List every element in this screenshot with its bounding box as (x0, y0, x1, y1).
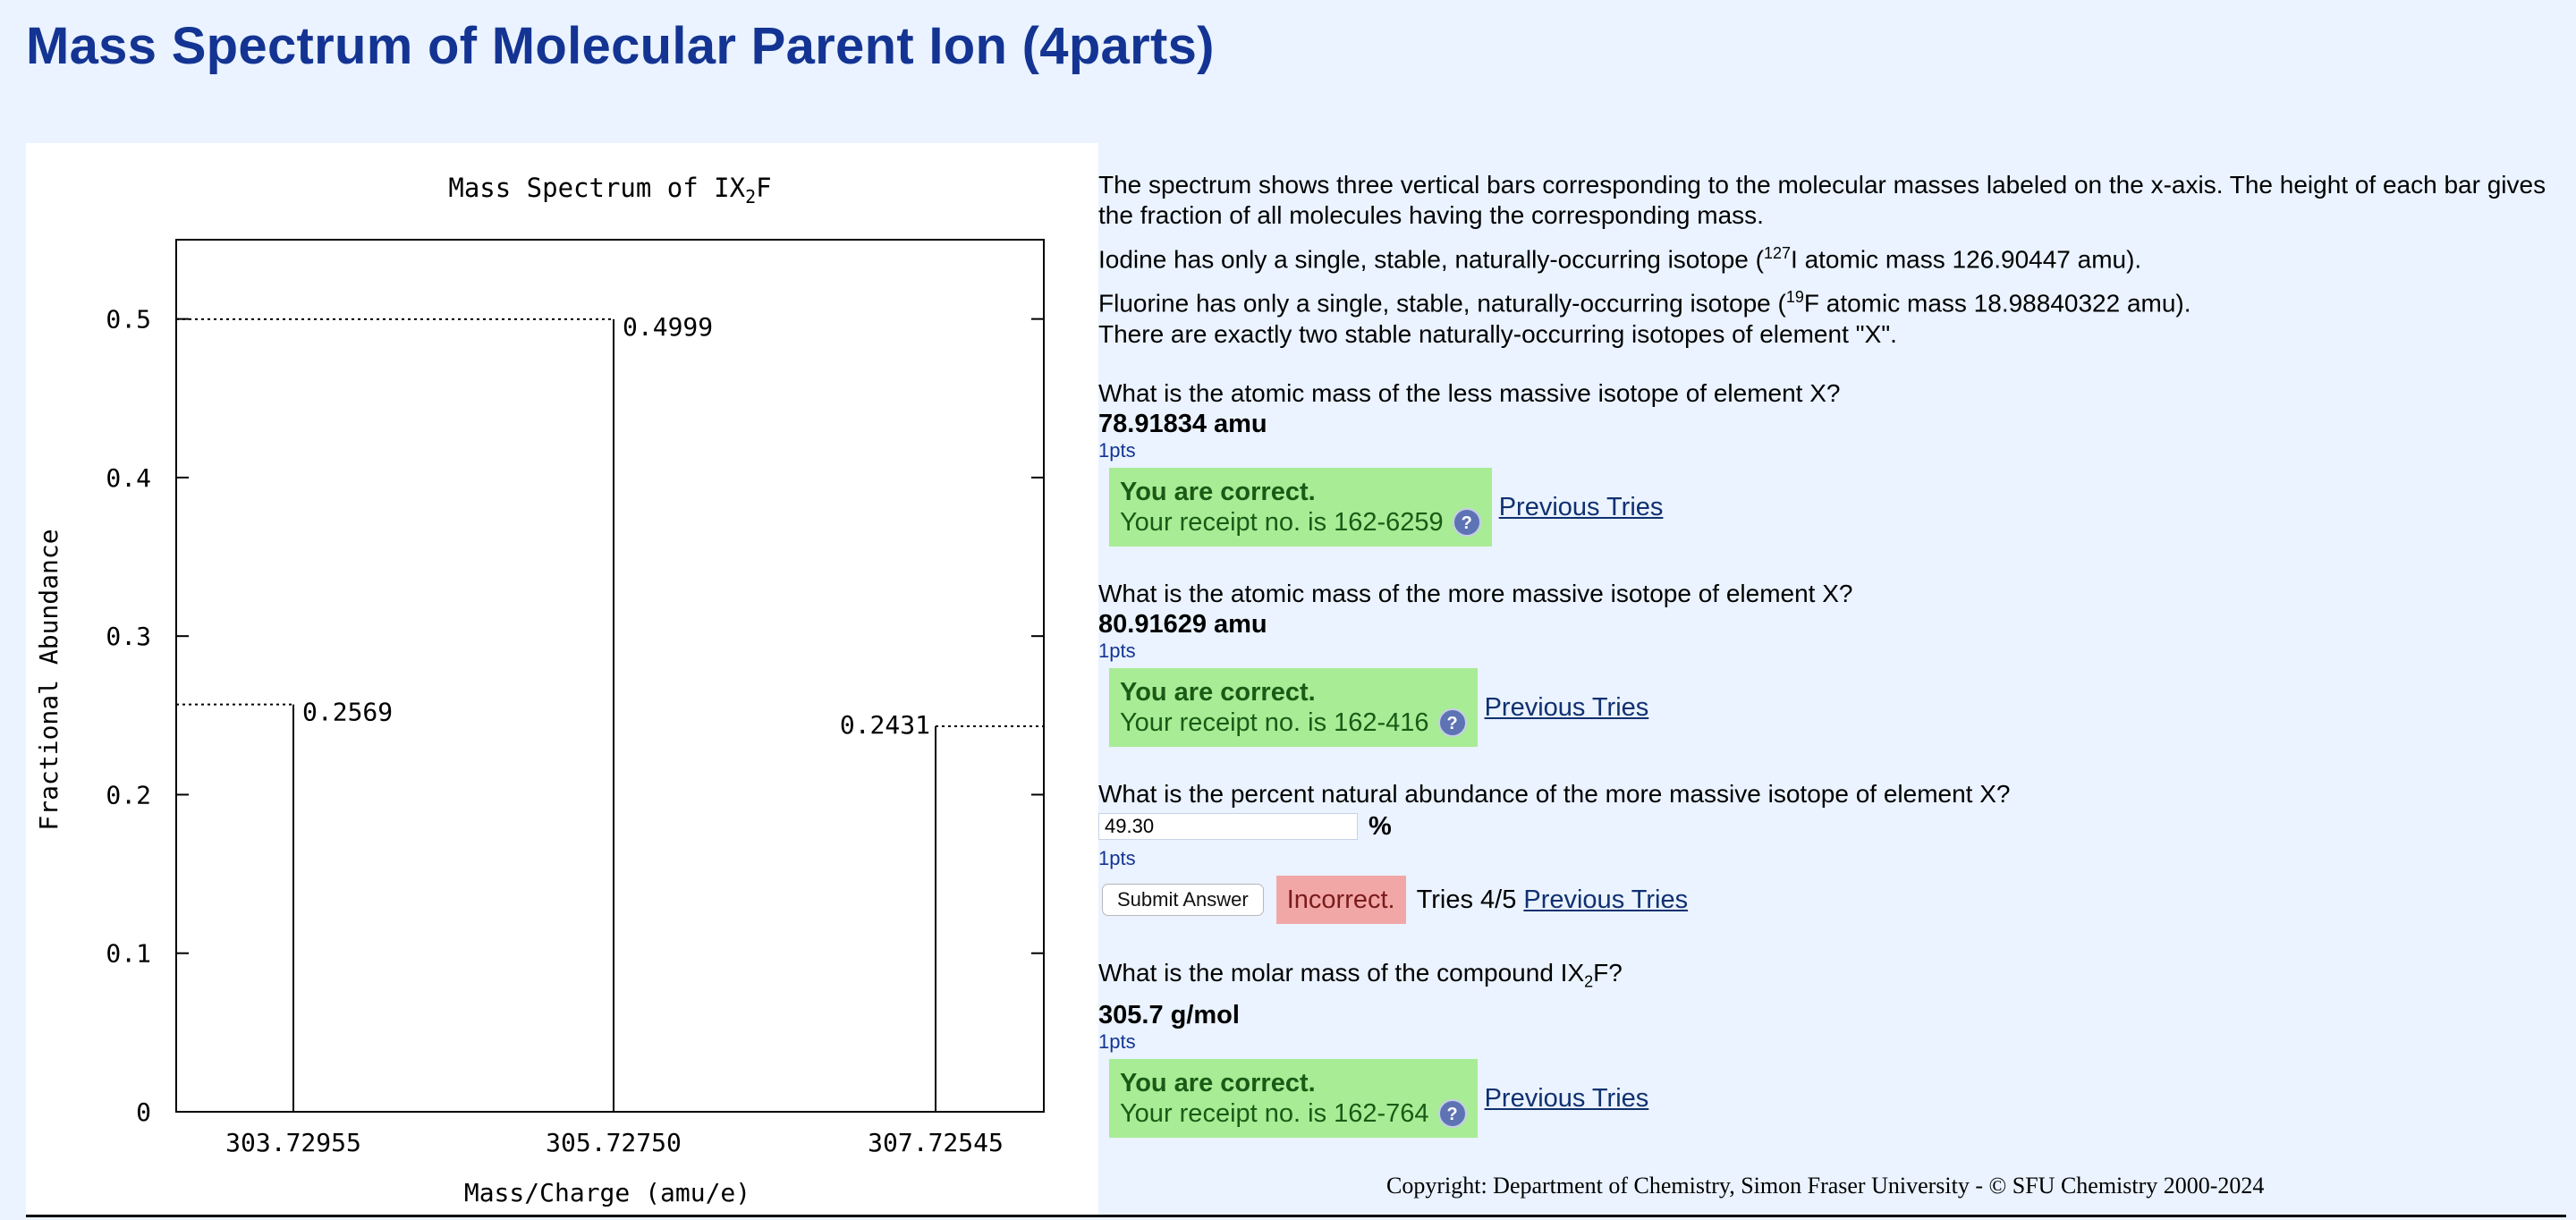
previous-tries-link[interactable]: Previous Tries (1498, 492, 1664, 521)
chart-title: Mass Spectrum of IX2F (448, 173, 771, 208)
desc-2-pre: Iodine has only a single, stable, natura… (1098, 245, 1764, 274)
question-1: What is the atomic mass of the less mass… (1098, 378, 2565, 546)
description-line-3: Fluorine has only a single, stable, natu… (1098, 282, 2565, 318)
y-tick-label: 0.3 (106, 622, 151, 651)
y-tick-label: 0.2 (106, 780, 151, 809)
y-tick-label: 0.4 (106, 463, 151, 493)
correct-message: You are correct. (1120, 1069, 1316, 1098)
x-tick-label: 305.72750 (546, 1128, 682, 1157)
desc-3-post: F atomic mass 18.98840322 amu). (1803, 289, 2191, 318)
previous-tries-link[interactable]: Previous Tries (1484, 1084, 1649, 1114)
mass-spectrum-chart: Mass Spectrum of IX2F 0 0.1 0.2 0.3 0.4 0.5 Fra… (26, 143, 1098, 1216)
previous-tries-link[interactable]: Previous Tries (1484, 692, 1649, 722)
receipt-text: Your receipt no. is 162-416 (1120, 707, 1429, 737)
question-4-answer: 305.7 g/mol (1098, 1001, 1240, 1030)
correct-message: You are correct. (1120, 477, 1316, 506)
desc-3-sup: 19 (1785, 288, 1804, 307)
submit-answer-button[interactable]: Submit Answer (1102, 883, 1264, 916)
question-2-answer: 80.91629 amu (1098, 609, 1267, 639)
question-4-points: 1pts (1098, 1030, 1136, 1054)
desc-2-sup: 127 (1763, 244, 1792, 262)
question-3-points: 1pts (1098, 846, 1136, 869)
tries-count: Tries 4/5 (1416, 885, 1517, 914)
y-tick-label: 0 (136, 1097, 151, 1127)
help-icon[interactable]: ? (1452, 507, 1481, 537)
question-2: What is the atomic mass of the more mass… (1098, 579, 2565, 747)
plot-frame (175, 239, 1045, 1113)
copyright-text: Copyright: Department of Chemistry, Simo… (1386, 1173, 2265, 1199)
desc-2-post: I atomic mass 126.90447 amu). (1791, 245, 2142, 274)
previous-tries-link[interactable]: Previous Tries (1523, 885, 1689, 914)
bottom-divider (26, 1215, 2566, 1217)
desc-3-pre: Fluorine has only a single, stable, natu… (1098, 289, 1786, 318)
bar-1-value-label: 0.2569 (302, 698, 393, 727)
x-tick-label: 303.72955 (225, 1128, 361, 1157)
description-line-1: The spectrum shows three vertical bars c… (1098, 171, 2546, 229)
q4-prompt-pre: What is the molar mass of the compound I… (1098, 958, 1585, 987)
bar-3-value-label: 0.2431 (840, 710, 930, 740)
q4-prompt-post: F? (1593, 958, 1623, 987)
question-1-correct-box: You are correct. Your receipt no. is 162… (1109, 467, 1492, 546)
question-2-correct-box: You are correct. Your receipt no. is 162… (1109, 667, 1478, 747)
description-line-2: Iodine has only a single, stable, natura… (1098, 238, 2565, 275)
help-icon[interactable]: ? (1437, 707, 1467, 737)
question-1-points: 1pts (1098, 438, 1136, 462)
question-4: What is the molar mass of the compound I… (1098, 958, 2565, 1139)
correct-message: You are correct. (1120, 677, 1316, 707)
chart-svg: Mass Spectrum of IX2F 0 0.1 0.2 0.3 0.4 0.5 Fra… (34, 173, 1045, 1207)
y-tick-label: 0.1 (106, 939, 151, 969)
x-axis-label: Mass/Charge (amu/e) (464, 1178, 750, 1207)
percent-unit: % (1368, 811, 1392, 841)
help-icon[interactable]: ? (1437, 1099, 1467, 1129)
question-1-prompt: What is the atomic mass of the less mass… (1098, 378, 1841, 407)
y-tick-label: 0.5 (106, 305, 151, 335)
incorrect-badge: Incorrect. (1275, 875, 1406, 924)
x-tick-label: 307.72545 (868, 1128, 1004, 1157)
description-line-4: There are exactly two stable naturally-o… (1098, 319, 1897, 348)
question-4-prompt: What is the molar mass of the compound I… (1098, 958, 2565, 997)
question-2-prompt: What is the atomic mass of the more mass… (1098, 579, 1853, 607)
bar-2-value-label: 0.4999 (623, 312, 713, 342)
question-content: The spectrum shows three vertical bars c… (1098, 170, 2565, 1139)
receipt-text: Your receipt no. is 162-6259 (1120, 507, 1444, 537)
q4-prompt-sub: 2 (1584, 972, 1594, 991)
question-4-correct-box: You are correct. Your receipt no. is 162… (1109, 1059, 1478, 1139)
question-3: What is the percent natural abundance of… (1098, 779, 2565, 924)
question-2-points: 1pts (1098, 639, 1136, 662)
receipt-text: Your receipt no. is 162-764 (1120, 1099, 1429, 1129)
page-title: Mass Spectrum of Molecular Parent Ion (4… (26, 17, 1215, 75)
y-axis-label: Fractional Abundance (34, 529, 64, 830)
question-1-answer: 78.91834 amu (1098, 409, 1267, 438)
question-3-prompt: What is the percent natural abundance of… (1098, 779, 2011, 808)
abundance-input[interactable] (1098, 812, 1358, 840)
